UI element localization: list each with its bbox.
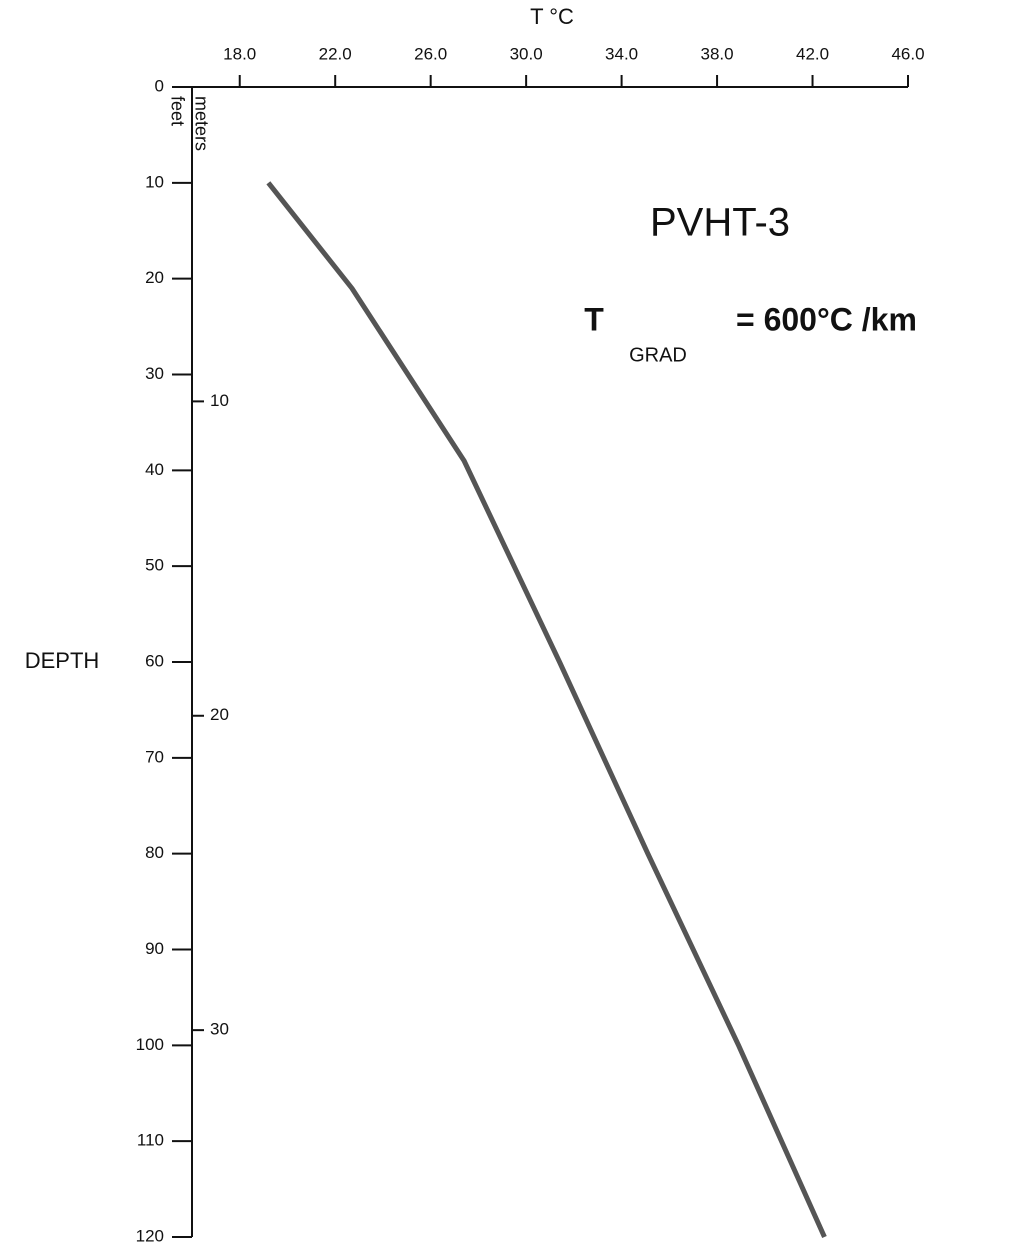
y-tick-label: 40 (145, 460, 164, 479)
x-tick-label: 30.0 (510, 44, 543, 63)
meters-label: meters (191, 96, 211, 151)
y2-tick-label: 10 (210, 391, 229, 410)
y-tick-label: 20 (145, 268, 164, 287)
y2-tick-label: 20 (210, 705, 229, 724)
x-tick-label: 42.0 (796, 44, 829, 63)
gradient-subscript: GRAD (629, 344, 687, 366)
data-line (266, 181, 827, 1239)
y-tick-label: 120 (136, 1226, 164, 1245)
y-tick-label: 30 (145, 364, 164, 383)
y-tick-label: 90 (145, 939, 164, 958)
x-tick-label: 34.0 (605, 44, 638, 63)
x-tick-label: 38.0 (701, 44, 734, 63)
y-axis-label: DEPTH (25, 648, 100, 673)
y-tick-label: 10 (145, 172, 164, 191)
feet-label: feet (167, 96, 187, 126)
y-tick-label: 100 (136, 1035, 164, 1054)
x-tick-label: 26.0 (414, 44, 447, 63)
x-axis-label: T °C (530, 4, 574, 29)
y-tick-label: 80 (145, 843, 164, 862)
y-tick-label: 70 (145, 747, 164, 766)
annotation: PVHT-3 (650, 201, 790, 245)
gradient-symbol: T (584, 301, 604, 337)
x-tick-label: 22.0 (319, 44, 352, 63)
y-tick-label: 110 (137, 1131, 164, 1150)
gradient-text: = 600°C /km (736, 301, 917, 337)
y-tick-label: 60 (145, 651, 164, 670)
x-tick-label: 18.0 (223, 44, 256, 63)
x-tick-label: 46.0 (891, 44, 924, 63)
y-tick-label: 0 (155, 76, 164, 95)
y-tick-label: 50 (145, 556, 164, 575)
y2-tick-label: 30 (210, 1020, 229, 1039)
